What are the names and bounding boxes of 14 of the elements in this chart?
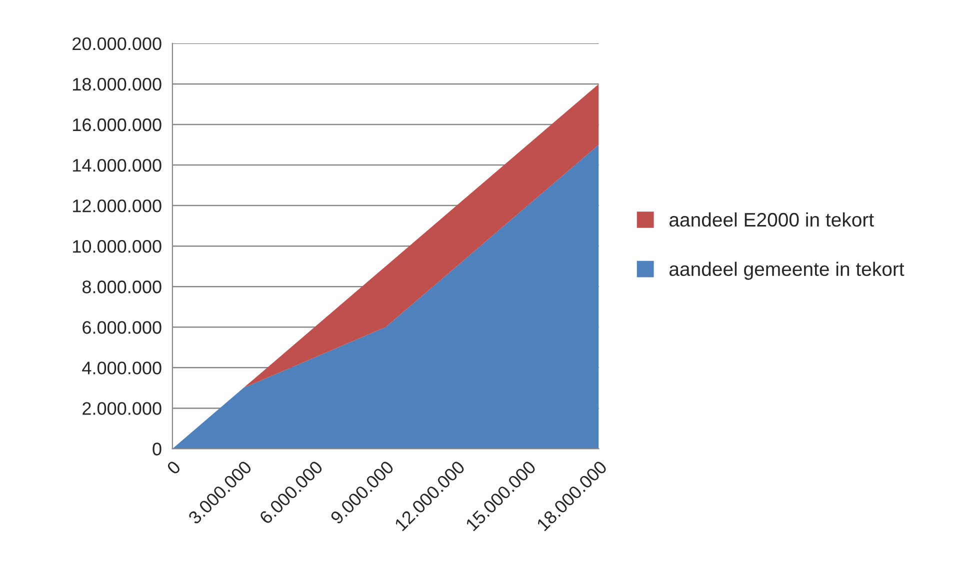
y-tick-label: 12.000.000 bbox=[73, 199, 162, 212]
y-tick-label: 14.000.000 bbox=[73, 158, 162, 172]
y-tick-label: 20.000.000 bbox=[72, 37, 162, 50]
y-tick-label: 10.000.000 bbox=[73, 240, 162, 253]
y-tick-label: 18.000.000 bbox=[73, 78, 162, 91]
y-tick-label: 16.000.000 bbox=[73, 118, 162, 132]
y-tick-label: 2.000.000 bbox=[82, 402, 162, 415]
x-tick-label: 0 bbox=[166, 460, 182, 476]
y-tick-label: 4.000.000 bbox=[82, 362, 162, 374]
legend-label: aandeel E2000 in tekort bbox=[670, 212, 874, 227]
y-tick-label: 8.000.000 bbox=[82, 280, 162, 294]
y-tick-label: 6.000.000 bbox=[82, 321, 162, 334]
legend-label: aandeel gemeente in tekort bbox=[670, 262, 904, 280]
y-tick-label: 0 bbox=[152, 442, 162, 456]
